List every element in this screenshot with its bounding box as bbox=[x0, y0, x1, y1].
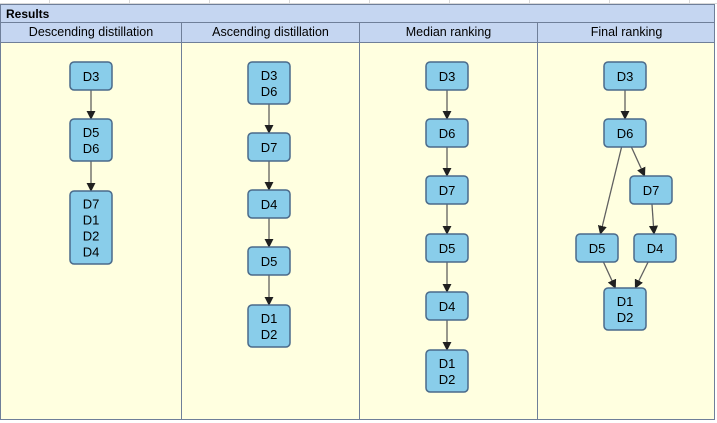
node-label: D6 bbox=[83, 141, 100, 156]
panel-divider bbox=[359, 43, 360, 419]
column-divider bbox=[537, 23, 538, 42]
panel-divider bbox=[181, 43, 182, 419]
node-label: D4 bbox=[647, 241, 664, 256]
node-label: D4 bbox=[261, 197, 278, 212]
column-header-median: Median ranking bbox=[405, 25, 492, 39]
node-box bbox=[247, 61, 291, 105]
edge-arrow bbox=[602, 261, 617, 289]
node-label: D3 bbox=[261, 68, 278, 83]
ranking-node: D5 bbox=[425, 233, 469, 263]
node-label: D5 bbox=[261, 254, 278, 269]
results-label: Results bbox=[6, 7, 50, 21]
ranking-node: D3 bbox=[69, 61, 113, 91]
node-label: D2 bbox=[261, 327, 278, 342]
node-label: D7 bbox=[261, 140, 278, 155]
node-box bbox=[633, 233, 677, 263]
node-label: D5 bbox=[83, 125, 100, 140]
node-box bbox=[425, 291, 469, 321]
edge-arrow bbox=[630, 146, 646, 177]
node-label: D5 bbox=[439, 241, 456, 256]
node-label: D4 bbox=[439, 299, 456, 314]
node-label: D6 bbox=[617, 126, 634, 141]
ranking-node: D7 bbox=[425, 175, 469, 205]
node-label: D2 bbox=[617, 310, 634, 325]
node-label: D6 bbox=[261, 84, 278, 99]
node-label: D5 bbox=[589, 241, 606, 256]
node-box bbox=[425, 233, 469, 263]
column-divider bbox=[359, 23, 360, 42]
node-label: D1 bbox=[439, 356, 456, 371]
node-label: D2 bbox=[439, 372, 456, 387]
ranking-node: D7 bbox=[629, 175, 673, 205]
column-header-row: Descending distillation Ascending distil… bbox=[0, 23, 715, 43]
ranking-node: D6 bbox=[603, 118, 647, 148]
ranking-node: D3 bbox=[425, 61, 469, 91]
panel-divider bbox=[537, 43, 538, 419]
node-box bbox=[603, 118, 647, 148]
column-header-ascending: Ascending distillation bbox=[212, 25, 329, 39]
node-label: D2 bbox=[83, 229, 100, 244]
ranking-panels bbox=[0, 43, 715, 420]
node-box bbox=[69, 118, 113, 162]
node-label: D6 bbox=[439, 126, 456, 141]
edge-arrow bbox=[648, 203, 659, 235]
node-box bbox=[603, 287, 647, 331]
node-label: D3 bbox=[83, 69, 100, 84]
node-label: D7 bbox=[643, 183, 660, 198]
node-box bbox=[247, 189, 291, 219]
node-label: D4 bbox=[83, 245, 100, 260]
edge-arrow bbox=[597, 146, 623, 235]
results-title-bar: Results bbox=[0, 4, 715, 23]
ranking-node: D6 bbox=[425, 118, 469, 148]
node-box bbox=[247, 246, 291, 276]
ranking-node: D7 bbox=[247, 132, 291, 162]
node-label: D1 bbox=[617, 294, 634, 309]
ranking-graphs: D3D5D6D7D1D2D4D3D6D7D4D5D1D2D3D6D7D5D4D1… bbox=[69, 61, 677, 393]
ranking-node: D5 bbox=[247, 246, 291, 276]
column-header-descending: Descending distillation bbox=[28, 25, 154, 39]
edge-arrow bbox=[634, 261, 649, 289]
node-label: D7 bbox=[83, 197, 100, 212]
node-box bbox=[425, 175, 469, 205]
column-divider bbox=[181, 23, 182, 42]
node-box bbox=[575, 233, 619, 263]
node-box bbox=[603, 61, 647, 91]
node-box bbox=[425, 349, 469, 393]
node-label: D3 bbox=[439, 69, 456, 84]
column-header-final: Final ranking bbox=[590, 25, 663, 39]
node-box bbox=[425, 118, 469, 148]
ranking-node: D4 bbox=[633, 233, 677, 263]
node-label: D7 bbox=[439, 183, 456, 198]
node-box bbox=[69, 190, 113, 265]
node-box bbox=[69, 61, 113, 91]
node-label: D1 bbox=[261, 311, 278, 326]
node-box bbox=[629, 175, 673, 205]
node-box bbox=[425, 61, 469, 91]
node-label: D1 bbox=[83, 213, 100, 228]
ranking-node: D4 bbox=[247, 189, 291, 219]
ranking-node: D4 bbox=[425, 291, 469, 321]
ranking-node: D3 bbox=[603, 61, 647, 91]
ranking-node: D5 bbox=[575, 233, 619, 263]
node-label: D3 bbox=[617, 69, 634, 84]
node-box bbox=[247, 304, 291, 348]
node-box bbox=[247, 132, 291, 162]
